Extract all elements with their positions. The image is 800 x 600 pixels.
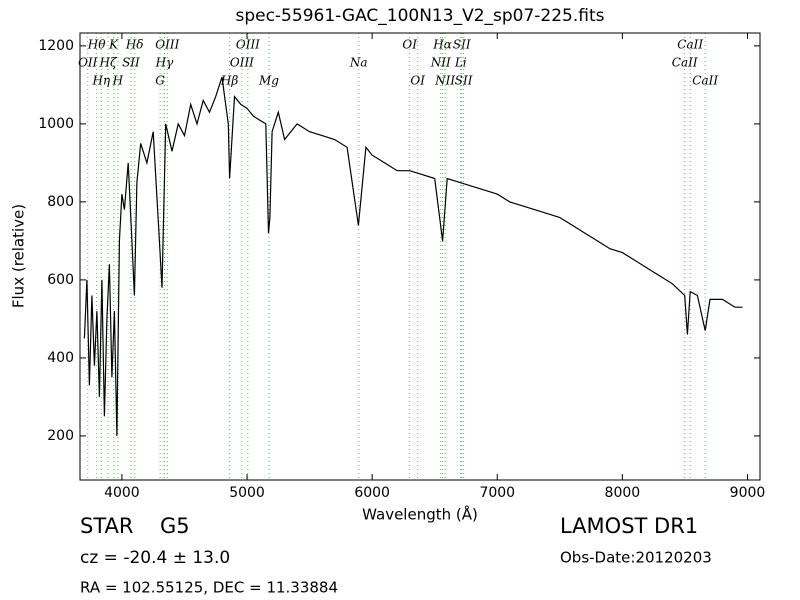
spectral-line-label: Na bbox=[349, 56, 368, 70]
spectral-line-label: SII bbox=[122, 56, 140, 70]
survey: LAMOST DR1 bbox=[560, 514, 698, 538]
obs-date: Obs-Date:20120203 bbox=[560, 549, 712, 567]
subclass: G5 bbox=[160, 514, 190, 538]
spectral-line-label: OI bbox=[402, 38, 417, 52]
redshift: cz = -20.4 ± 13.0 bbox=[80, 548, 230, 568]
spectral-line-label: Hα bbox=[432, 38, 452, 52]
spectral-line-label: SII bbox=[453, 38, 471, 52]
spectral-line-label: Hδ bbox=[125, 38, 144, 52]
y-axis-label: Flux (relative) bbox=[10, 204, 28, 308]
spectral-line-label: OII bbox=[78, 56, 98, 70]
spectral-line-label: Li bbox=[454, 56, 467, 70]
y-tick-label: 400 bbox=[47, 350, 74, 366]
x-tick-label: 5000 bbox=[229, 485, 265, 501]
x-axis-label: Wavelength (Å) bbox=[362, 505, 478, 524]
spectral-line-label: OI bbox=[410, 74, 425, 88]
spectral-line-label: K bbox=[108, 38, 119, 52]
coordinates: RA = 102.55125, DEC = 11.33884 bbox=[80, 579, 338, 597]
x-tick-label: 6000 bbox=[354, 485, 390, 501]
y-tick-label: 1200 bbox=[38, 38, 74, 54]
spectral-line-label: Hγ bbox=[155, 56, 174, 70]
y-tick-label: 200 bbox=[47, 428, 74, 444]
plot-frame bbox=[79, 32, 761, 481]
spectral-line-label: OIII bbox=[230, 56, 254, 70]
x-tick-label: 4000 bbox=[104, 485, 140, 501]
spectral-line-label: Hθ bbox=[87, 38, 106, 52]
spectral-line-label: CaII bbox=[692, 74, 718, 88]
x-tick-label: 7000 bbox=[479, 485, 515, 501]
spectral-line-label: NII bbox=[434, 74, 455, 88]
y-tick-label: 600 bbox=[47, 272, 74, 288]
class: STAR bbox=[80, 514, 133, 538]
spectral-line-label: OIII bbox=[236, 38, 260, 52]
spectral-line-label: G bbox=[155, 74, 165, 88]
spectral-line-label: CaII bbox=[677, 38, 703, 52]
spectral-line-label: H bbox=[112, 74, 124, 88]
x-tick-label: 8000 bbox=[605, 485, 641, 501]
spectral-line-label: Hη bbox=[91, 74, 110, 88]
y-tick-label: 800 bbox=[47, 194, 74, 210]
spectral-line-label: NII bbox=[430, 56, 451, 70]
chart-title: spec-55961-GAC_100N13_V2_sp07-225.fits bbox=[235, 6, 604, 26]
spectral-line-label: Mg bbox=[258, 74, 279, 88]
spectral-line-label: Hζ bbox=[99, 56, 118, 70]
spectral-line-label: OIII bbox=[155, 38, 179, 52]
spectral-line-label: CaII bbox=[672, 56, 698, 70]
spectral-line-label: Hβ bbox=[220, 74, 238, 88]
spectrum-line bbox=[83, 76, 743, 436]
x-tick-label: 9000 bbox=[730, 485, 766, 501]
spectral-line-label: SII bbox=[455, 74, 473, 88]
y-tick-label: 1000 bbox=[38, 116, 74, 132]
